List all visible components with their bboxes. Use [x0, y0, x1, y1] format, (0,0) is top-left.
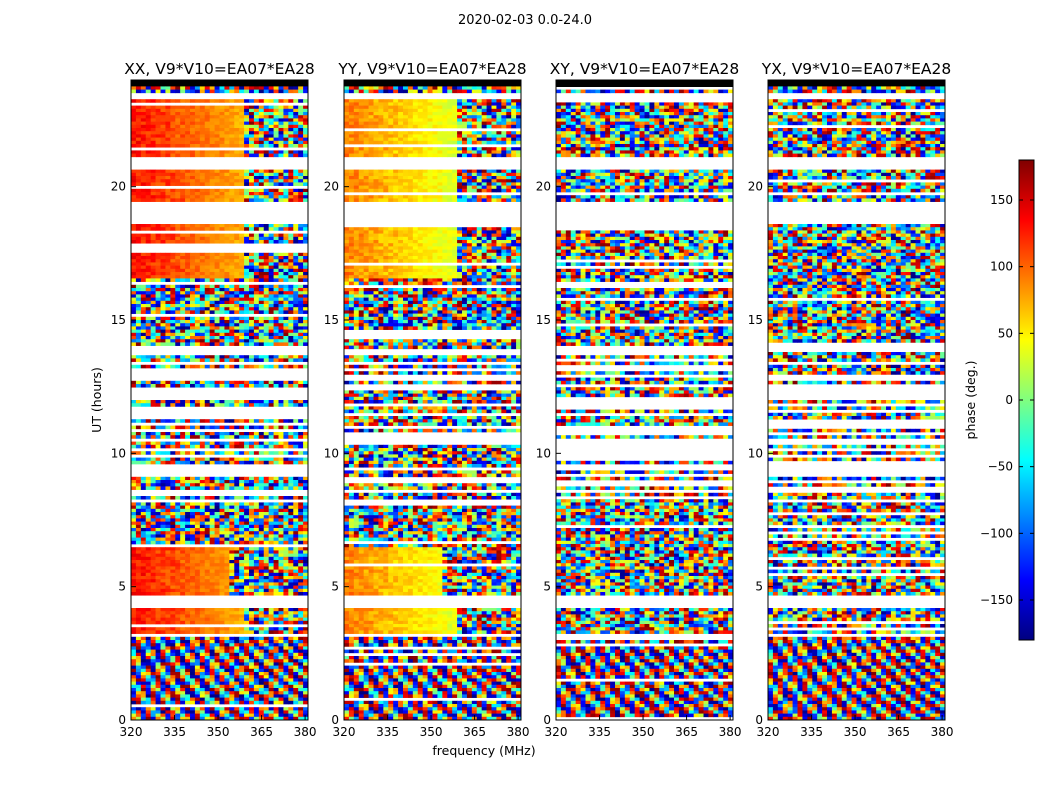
y-tick-label: 20: [748, 180, 763, 194]
heatmap-panel-yx: [768, 80, 945, 720]
y-tick-label: 20: [536, 180, 551, 194]
y-tick-label: 5: [118, 580, 126, 594]
x-tick-label: 365: [675, 725, 698, 739]
heatmap-panel-yy: [344, 80, 521, 720]
y-tick-label: 10: [324, 446, 339, 460]
heatmap-panel-xx: [131, 80, 308, 720]
figure-title: 2020-02-03 0.0-24.0: [0, 13, 1050, 28]
y-tick-label: 5: [543, 580, 551, 594]
y-tick-label: 20: [324, 180, 339, 194]
x-tick-label: 365: [250, 725, 273, 739]
colorbar-tick-label: −100: [980, 526, 1013, 540]
x-tick-label: 335: [588, 725, 611, 739]
x-tick-label: 380: [719, 725, 742, 739]
y-tick-label: 15: [748, 313, 763, 327]
y-tick-label: 15: [536, 313, 551, 327]
y-tick-label: 10: [536, 446, 551, 460]
colorbar-tick-label: 150: [990, 193, 1013, 207]
y-tick-label: 15: [324, 313, 339, 327]
x-tick-label: 320: [120, 725, 143, 739]
y-tick-label: 0: [331, 713, 339, 727]
x-tick-label: 350: [420, 725, 443, 739]
y-axis-label: UT (hours): [89, 367, 104, 433]
colorbar-tick-label: −150: [980, 593, 1013, 607]
panel-frame: [343, 79, 522, 721]
colorbar-tick-label: 100: [990, 260, 1013, 274]
x-tick-label: 365: [887, 725, 910, 739]
y-tick-label: 20: [111, 180, 126, 194]
x-tick-label: 380: [294, 725, 317, 739]
x-axis-label: frequency (MHz): [432, 743, 535, 758]
x-tick-label: 320: [545, 725, 568, 739]
panel-frame: [130, 79, 309, 721]
x-tick-label: 350: [207, 725, 230, 739]
x-tick-label: 335: [376, 725, 399, 739]
panel-title-xy: XY, V9*V10=EA07*EA28: [550, 60, 739, 78]
x-tick-label: 350: [632, 725, 655, 739]
x-tick-label: 350: [844, 725, 867, 739]
x-tick-label: 320: [757, 725, 780, 739]
colorbar-tick-label: 50: [998, 326, 1013, 340]
panel-frame: [555, 79, 734, 721]
x-tick-label: 320: [333, 725, 356, 739]
panel-frame: [767, 79, 946, 721]
colorbar-tick-label: 0: [1005, 393, 1013, 407]
panel-title-yy: YY, V9*V10=EA07*EA28: [337, 60, 526, 78]
panel-title-xx: XX, V9*V10=EA07*EA28: [124, 60, 315, 78]
x-tick-label: 335: [163, 725, 186, 739]
x-tick-label: 335: [800, 725, 823, 739]
panel-title-yx: YX, V9*V10=EA07*EA28: [761, 60, 951, 78]
x-tick-label: 380: [931, 725, 954, 739]
y-tick-label: 0: [755, 713, 763, 727]
heatmap-panel-xy: [556, 80, 733, 718]
y-tick-label: 10: [748, 446, 763, 460]
colorbar-label: phase (deg.): [963, 361, 978, 440]
y-tick-label: 0: [543, 713, 551, 727]
x-tick-label: 365: [463, 725, 486, 739]
x-tick-label: 380: [507, 725, 530, 739]
y-tick-label: 15: [111, 313, 126, 327]
y-tick-label: 5: [331, 580, 339, 594]
y-tick-label: 5: [755, 580, 763, 594]
colorbar-tick-label: −50: [988, 460, 1013, 474]
y-tick-label: 10: [111, 446, 126, 460]
y-tick-label: 0: [118, 713, 126, 727]
